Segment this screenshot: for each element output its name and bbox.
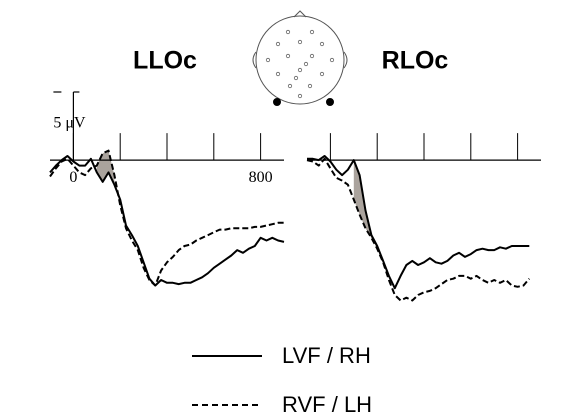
- x-tick-label: 800: [249, 169, 273, 186]
- scale-bar-label: 5 μV: [53, 115, 86, 132]
- legend-label: RVF / LH: [282, 392, 372, 417]
- panel-title: LLOc: [133, 47, 197, 75]
- series-line: [49, 149, 284, 287]
- series-line: [49, 155, 285, 287]
- legend-label: LVF / RH: [282, 343, 371, 368]
- head-diagram: [252, 10, 348, 106]
- shaded-region: [353, 160, 378, 249]
- series-line: [306, 157, 531, 302]
- panel-title: RLOc: [382, 47, 449, 75]
- series-line: [307, 155, 530, 290]
- x-tick-label: 0: [69, 169, 77, 186]
